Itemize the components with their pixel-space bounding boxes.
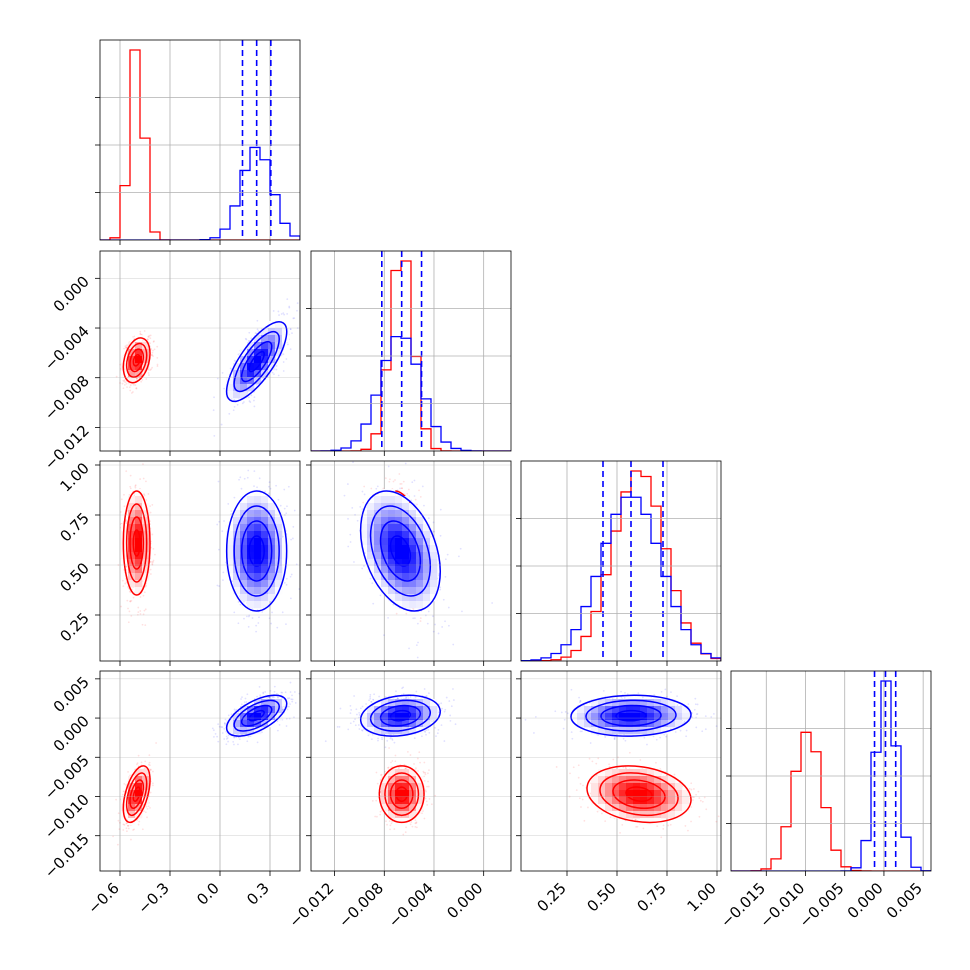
ytick-label-p3-3: 0.000 bbox=[50, 712, 93, 755]
ytick-label-p2-2: 0.75 bbox=[56, 509, 92, 545]
contour-series-1-level-1 bbox=[240, 520, 273, 582]
panel-frame bbox=[520, 460, 722, 662]
panel-2-1 bbox=[306, 460, 512, 666]
panel-content bbox=[100, 278, 300, 437]
panel-frame bbox=[310, 460, 512, 662]
panel-0-0 bbox=[95, 39, 301, 245]
contour-series-0-level-1 bbox=[612, 779, 666, 810]
panel-frame bbox=[310, 250, 512, 452]
contour-series-0-level-3 bbox=[586, 765, 692, 824]
contour-series-1-level-1 bbox=[240, 704, 273, 727]
contour-series-1-level-0 bbox=[389, 709, 412, 722]
ytick-label-p1-3: 0.000 bbox=[50, 272, 93, 315]
contour-series-0-level-3 bbox=[122, 490, 151, 596]
xtick-label-p1-1: −0.008 bbox=[335, 879, 387, 931]
xtick-label-p0-3: 0.3 bbox=[243, 879, 273, 909]
xtick-label-p1-0: −0.012 bbox=[285, 879, 337, 931]
ytick-label-p3-4: 0.005 bbox=[50, 673, 93, 716]
xtick-label-p3-3: 0.000 bbox=[844, 879, 887, 922]
contour-series-0-level-2 bbox=[384, 772, 420, 817]
contour-series-1-level-2 bbox=[233, 699, 280, 732]
contour-series-1-level-0 bbox=[248, 535, 265, 567]
contour-series-1-level-3 bbox=[225, 694, 288, 737]
contour-series-0-level-2 bbox=[599, 772, 679, 817]
contour-series-1-level-2 bbox=[585, 699, 677, 732]
panel-content bbox=[100, 678, 300, 846]
contour-series-0-level-0 bbox=[132, 353, 141, 367]
contour-series-1-level-2 bbox=[233, 505, 280, 597]
xtick-label-p1-2: −0.004 bbox=[385, 879, 437, 931]
panel-frame bbox=[99, 250, 301, 452]
histogram-series-1 bbox=[521, 496, 721, 661]
panel-3-2: 0.25 0.50 0.75 1.00 bbox=[516, 670, 722, 915]
contour-series-1-level-1 bbox=[379, 520, 422, 582]
panel-content bbox=[311, 678, 511, 836]
panel-2-2 bbox=[516, 460, 722, 666]
ytick-label-p1-1: −0.008 bbox=[41, 372, 93, 424]
ytick-label-p2-1: 0.50 bbox=[56, 559, 92, 595]
contour-series-0-level-1 bbox=[129, 348, 145, 373]
histogram-series-1 bbox=[100, 146, 300, 240]
panel-content bbox=[311, 461, 511, 659]
xtick-label-p2-1: 0.50 bbox=[583, 879, 619, 915]
contour-series-0-level-3 bbox=[122, 337, 151, 384]
contour-series-0-level-3 bbox=[122, 765, 151, 824]
contour-series-1-level-3 bbox=[359, 490, 441, 612]
contour-series-0-level-2 bbox=[125, 342, 148, 378]
contour-series-0-level-0 bbox=[395, 786, 409, 802]
histogram-series-1 bbox=[731, 680, 931, 871]
panel-1-1 bbox=[306, 250, 512, 456]
contour-series-1-level-1 bbox=[600, 704, 662, 727]
xtick-label-p3-4: 0.005 bbox=[883, 879, 926, 922]
xtick-label-p2-3: 1.00 bbox=[683, 879, 719, 915]
contour-series-0-level-1 bbox=[129, 516, 145, 570]
panel-frame bbox=[99, 460, 301, 662]
panel-frame bbox=[99, 39, 301, 241]
xtick-label-p2-2: 0.75 bbox=[633, 879, 669, 915]
panel-frame bbox=[99, 670, 301, 872]
panel-content bbox=[731, 671, 931, 871]
contour-series-1-level-3 bbox=[359, 694, 441, 737]
contour-series-0-level-0 bbox=[132, 786, 141, 802]
panel-frame bbox=[730, 670, 932, 872]
histogram-series-1 bbox=[311, 335, 511, 451]
contour-series-0-level-0 bbox=[132, 529, 141, 557]
panel-content bbox=[311, 251, 511, 451]
contour-series-0-level-1 bbox=[129, 779, 145, 810]
panel-content bbox=[521, 678, 721, 839]
panel-content bbox=[100, 463, 300, 633]
contour-series-1-level-0 bbox=[389, 535, 412, 567]
contour-series-1-level-0 bbox=[248, 350, 265, 373]
contour-series-1-level-3 bbox=[225, 490, 288, 612]
ytick-label-p2-0: 0.25 bbox=[56, 609, 92, 645]
contour-series-1-level-3 bbox=[570, 694, 692, 737]
panel-2-0: 0.250.500.751.00 bbox=[56, 459, 301, 666]
contour-series-0-level-2 bbox=[125, 503, 148, 583]
contour-series-1-level-1 bbox=[379, 704, 422, 727]
xtick-label-p0-0: −0.6 bbox=[84, 879, 122, 917]
xtick-label-p0-1: −0.3 bbox=[134, 879, 172, 917]
contour-series-1-level-0 bbox=[248, 709, 265, 722]
panel-frame bbox=[520, 670, 722, 872]
xtick-label-p2-0: 0.25 bbox=[533, 879, 569, 915]
xtick-label-p1-3: 0.000 bbox=[443, 879, 486, 922]
contour-series-1-level-2 bbox=[369, 699, 432, 732]
contour-series-1-level-2 bbox=[233, 330, 280, 393]
contour-series-1-level-0 bbox=[615, 709, 647, 722]
contour-series-1-level-3 bbox=[225, 321, 288, 403]
panel-content bbox=[521, 461, 721, 661]
ytick-label-p1-2: −0.004 bbox=[41, 322, 93, 374]
xtick-label-p0-2: 0.0 bbox=[193, 879, 223, 909]
panel-3-1: −0.012−0.008−0.004 0.000 bbox=[285, 670, 512, 931]
contour-series-1-level-2 bbox=[369, 505, 432, 597]
panel-3-0: −0.6 −0.3 0.0 0.3−0.015−0.010−0.0050.0000.0… bbox=[41, 670, 301, 918]
contour-series-0-level-3 bbox=[378, 765, 425, 824]
contour-series-1-level-1 bbox=[240, 340, 273, 383]
contour-series-0-level-0 bbox=[625, 786, 653, 802]
contour-series-0-level-1 bbox=[389, 779, 414, 810]
panel-frame bbox=[310, 670, 512, 872]
